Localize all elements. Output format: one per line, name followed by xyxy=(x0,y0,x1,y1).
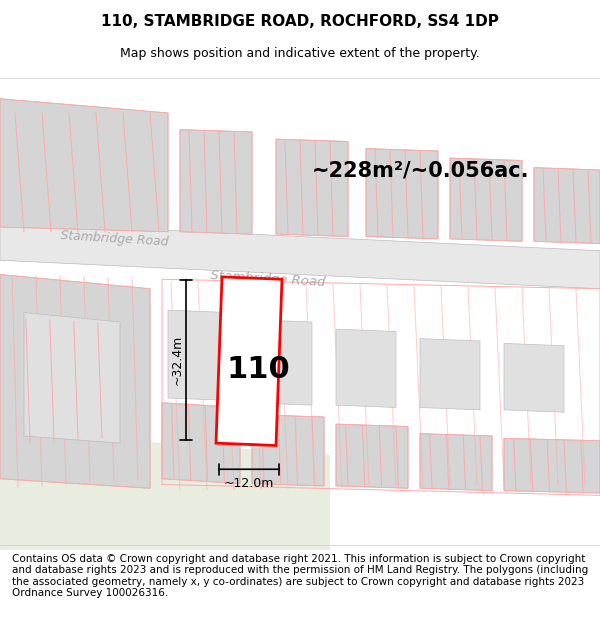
Text: ~12.0m: ~12.0m xyxy=(224,477,274,490)
Polygon shape xyxy=(450,158,522,241)
Polygon shape xyxy=(336,329,396,408)
Polygon shape xyxy=(252,319,312,405)
Polygon shape xyxy=(420,434,492,491)
Polygon shape xyxy=(180,129,252,234)
Polygon shape xyxy=(420,339,480,410)
Text: Stambridge Road: Stambridge Road xyxy=(210,269,326,289)
Polygon shape xyxy=(0,431,330,550)
Polygon shape xyxy=(216,277,282,446)
Polygon shape xyxy=(504,343,564,412)
Text: Stambridge Road: Stambridge Road xyxy=(60,229,169,249)
Polygon shape xyxy=(24,312,120,443)
Text: 110, STAMBRIDGE ROAD, ROCHFORD, SS4 1DP: 110, STAMBRIDGE ROAD, ROCHFORD, SS4 1DP xyxy=(101,14,499,29)
Text: Map shows position and indicative extent of the property.: Map shows position and indicative extent… xyxy=(120,48,480,61)
Polygon shape xyxy=(534,168,600,244)
Polygon shape xyxy=(168,310,228,401)
Text: ~32.4m: ~32.4m xyxy=(170,335,184,385)
Polygon shape xyxy=(504,438,600,493)
Text: ~228m²/~0.056ac.: ~228m²/~0.056ac. xyxy=(312,160,530,180)
Polygon shape xyxy=(0,99,168,232)
Polygon shape xyxy=(276,139,348,236)
Text: 110: 110 xyxy=(226,355,290,384)
Text: Contains OS data © Crown copyright and database right 2021. This information is : Contains OS data © Crown copyright and d… xyxy=(12,554,588,598)
Polygon shape xyxy=(366,149,438,239)
Polygon shape xyxy=(252,414,324,486)
Polygon shape xyxy=(0,222,600,289)
Polygon shape xyxy=(162,402,240,484)
Polygon shape xyxy=(0,274,150,488)
Polygon shape xyxy=(336,424,408,488)
